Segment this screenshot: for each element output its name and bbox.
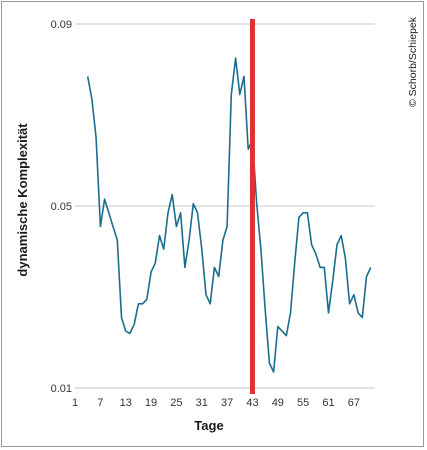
x-tick-label: 49: [272, 397, 284, 409]
x-tick-label: 13: [120, 397, 132, 409]
x-tick-label: 55: [297, 397, 309, 409]
gridlines: [75, 23, 375, 389]
x-tick-label: 25: [170, 397, 182, 409]
series-line: [86, 57, 372, 373]
y-axis-ticks: 0.01 0.05 0.09: [51, 19, 72, 395]
x-axis-title: Tage: [194, 418, 223, 433]
x-tick-label: 37: [221, 397, 233, 409]
y-axis-title: dynamische Komplexität: [15, 123, 30, 277]
x-tick-label: 67: [348, 397, 360, 409]
x-tick-label: 19: [145, 397, 157, 409]
x-tick-label: 1: [72, 397, 78, 409]
y-tick-label: 0.01: [51, 383, 72, 395]
x-tick-label: 61: [322, 397, 334, 409]
x-tick-label: 31: [196, 397, 208, 409]
x-axis-ticks: 1 7 13 19 25 31 37 43 49 55 61 67: [72, 397, 360, 409]
x-tick-label: 43: [246, 397, 258, 409]
x-tick-label: 7: [97, 397, 103, 409]
y-tick-label: 0.05: [51, 201, 72, 213]
y-tick-label: 0.09: [51, 19, 72, 31]
copyright-credit: © Schorb/Schiepek: [407, 16, 419, 107]
